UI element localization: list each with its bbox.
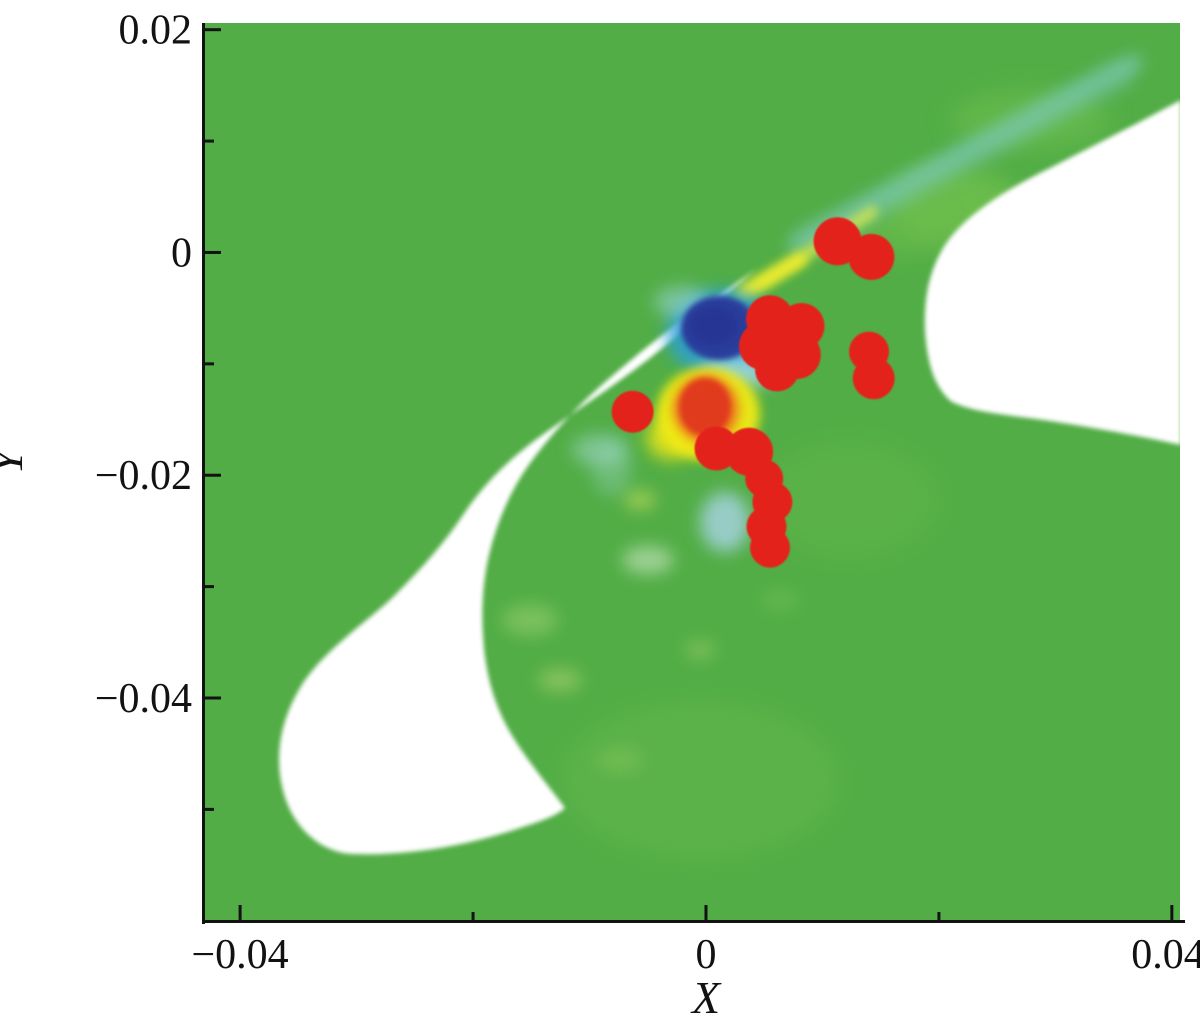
y-major-tick [205, 28, 221, 32]
pale-yellow-smudge [624, 490, 656, 510]
x-axis-label: X [690, 972, 722, 1023]
y-tick-label: 0 [171, 230, 192, 276]
light-green-patch [538, 668, 582, 692]
y-minor-tick [205, 139, 214, 143]
light-green-patch [684, 640, 716, 660]
masked-right-region [924, 100, 1180, 445]
light-green-patch [596, 748, 644, 772]
y-tick-label: −0.02 [95, 453, 192, 499]
y-minor-tick [205, 585, 214, 589]
light-green-patch [502, 604, 558, 636]
scatter-dots [611, 217, 895, 568]
pale-mint-smudge [622, 546, 674, 574]
hot-spot-red-core [679, 378, 731, 436]
pale-blue-smudge [700, 492, 750, 552]
scatter-dot [611, 390, 654, 433]
x-tick-label: 0.04 [1131, 932, 1200, 978]
scatter-dot [852, 357, 895, 400]
x-tick-label: 0 [695, 932, 716, 978]
light-green-patch [760, 440, 940, 560]
masked-blade-region [279, 268, 757, 855]
shear-streak-core [787, 54, 1143, 253]
x-major-tick [704, 905, 708, 921]
light-green-patch [560, 700, 840, 860]
scatter-dot [750, 527, 790, 568]
y-tick-label: 0.02 [119, 8, 193, 54]
scatter-dot [755, 347, 799, 392]
tick-labels: −0.04 0 0.04 0.02 0 −0.02 −0.04 [95, 8, 1200, 978]
x-axis-spine [202, 920, 1185, 923]
y-tick-label: −0.04 [95, 676, 192, 722]
x-tick-label: −0.04 [192, 932, 289, 978]
x-minor-tick [471, 912, 475, 921]
axes: −0.04 0 0.04 0.02 0 −0.02 −0.04 X Y [0, 8, 1200, 1023]
y-minor-tick [205, 362, 214, 366]
x-major-tick [238, 905, 242, 921]
x-major-tick [1170, 905, 1174, 921]
pale-cyan-smudge [592, 444, 632, 496]
yellow-streak-bright [738, 253, 807, 299]
scatter-dot [848, 233, 895, 280]
field-layers [204, 23, 1180, 923]
vortex-blue-core [690, 307, 738, 345]
y-major-tick [205, 473, 221, 477]
wake-smudges [572, 434, 750, 574]
x-minor-tick [937, 912, 941, 921]
y-axis-label: Y [0, 445, 32, 475]
light-green-patch [760, 588, 800, 612]
tick-marks [205, 28, 1174, 921]
y-minor-tick [205, 807, 214, 811]
y-major-tick [205, 250, 221, 254]
y-major-tick [205, 696, 221, 700]
y-axis-spine [202, 23, 205, 924]
